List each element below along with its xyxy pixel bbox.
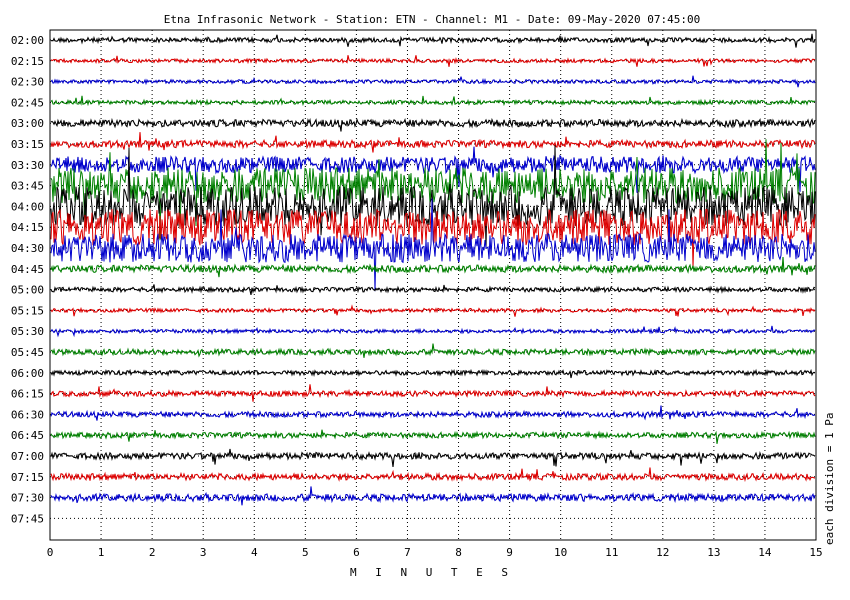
x-tick-label: 13 [707,546,720,559]
trace-line [50,405,816,421]
x-tick-label: 4 [251,546,258,559]
row-time-label: 03:15 [11,138,44,151]
row-time-label: 07:30 [11,492,44,505]
row-time-label: 07:45 [11,512,44,525]
scale-label: each division = 1 Pa [823,413,836,545]
trace-line [50,304,816,317]
trace-group [50,33,816,506]
row-time-label: 06:45 [11,429,44,442]
x-tick-label: 14 [758,546,772,559]
trace-line [50,429,816,444]
row-time-label: 02:00 [11,34,44,47]
trace-line [50,368,816,379]
row-time-label: 07:15 [11,471,44,484]
row-time-label: 07:00 [11,450,44,463]
x-tick-label: 2 [149,546,156,559]
trace-line [50,146,816,193]
x-tick-label: 11 [605,546,618,559]
row-time-label: 04:30 [11,242,44,255]
trace-line [50,448,816,467]
x-tick-label: 1 [98,546,105,559]
trace-line [50,95,816,107]
trace-line [50,467,816,483]
x-tick-label: 3 [200,546,207,559]
row-time-label: 03:45 [11,180,44,193]
x-tick-label: 12 [656,546,669,559]
x-tick-label: 6 [353,546,360,559]
row-time-label: 02:30 [11,76,44,89]
trace-line [50,33,816,48]
row-time-label: 02:45 [11,96,44,109]
row-time-label: 03:30 [11,159,44,172]
x-tick-label: 15 [809,546,822,559]
row-time-label: 03:00 [11,117,44,130]
trace-line [50,384,816,402]
row-time-label: 05:00 [11,284,44,297]
row-time-label: 02:15 [11,55,44,68]
trace-line [50,117,816,132]
x-tick-label: 0 [47,546,54,559]
row-time-label: 04:15 [11,221,44,234]
x-tick-label: 10 [554,546,567,559]
chart-title: Etna Infrasonic Network - Station: ETN -… [164,13,700,26]
trace-line [50,55,816,67]
trace-line [50,486,816,506]
x-tick-label-group: 0 1 2 3 4 5 6 7 8 9 10 11 12 13 14 15 [47,546,823,559]
trace-line [50,284,816,296]
trace-line [50,343,816,358]
x-tick-label: 9 [506,546,513,559]
plot-frame [49,29,817,541]
trace-line [50,132,816,153]
row-time-label: 06:30 [11,408,44,421]
trace-line [50,198,816,292]
trace-line [50,325,816,338]
x-tick-label: 8 [455,546,462,559]
row-time-label: 05:30 [11,325,44,338]
x-tick-label: 7 [404,546,411,559]
row-time-label: 06:15 [11,388,44,401]
row-label-group: 02:00 02:15 02:30 02:45 03:00 03:15 03:30 03:45… [11,34,44,525]
row-time-label: 04:00 [11,200,44,213]
row-time-label: 05:15 [11,304,44,317]
row-time-label: 06:00 [11,367,44,380]
trace-line [50,256,816,278]
x-tick-label: 5 [302,546,309,559]
row-time-label: 04:45 [11,263,44,276]
trace-line [50,75,816,88]
trace-line [50,139,816,241]
row-time-label: 05:45 [11,346,44,359]
x-axis-label: M I N U T E S [350,566,514,579]
